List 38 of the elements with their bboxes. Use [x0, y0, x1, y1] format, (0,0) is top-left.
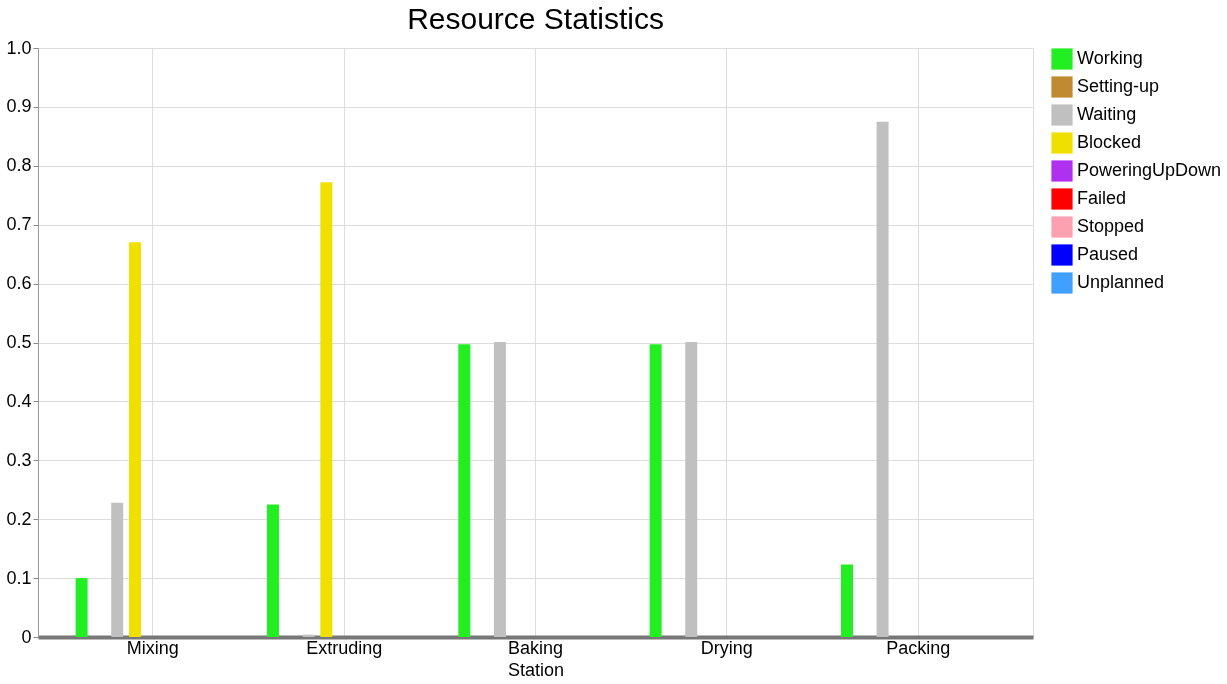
x-tick-label: Extruding	[306, 637, 383, 658]
x-tick-label: Baking	[507, 637, 564, 658]
bar	[840, 564, 853, 637]
y-tick-label: 0.3	[6, 449, 32, 470]
bar	[129, 242, 142, 637]
y-tick-label: 0.8	[6, 155, 32, 176]
bar	[320, 182, 333, 637]
bar	[685, 341, 698, 637]
bar	[876, 121, 889, 637]
y-tick-label: 0.9	[6, 96, 32, 117]
y-tick-label: 0	[21, 626, 32, 647]
legend-label: Paused	[1077, 244, 1139, 264]
legend-label: Unplanned	[1077, 272, 1165, 292]
legend-label: Working	[1077, 48, 1143, 68]
x-tick-label: Drying	[700, 637, 753, 658]
bar	[493, 341, 506, 637]
x-axis-title: Station	[507, 659, 565, 680]
bar	[649, 344, 662, 637]
bar	[75, 578, 88, 637]
bar	[111, 502, 124, 637]
y-tick-label: 0.5	[6, 332, 32, 352]
bar	[266, 504, 279, 637]
x-tick-label: Packing	[886, 637, 951, 658]
legend-label: Blocked	[1077, 132, 1142, 152]
y-tick-label: 0.4	[6, 390, 32, 411]
y-tick-label: 0.6	[6, 273, 32, 294]
chart-title: Resource Statistics	[407, 2, 664, 35]
y-tick-label: 0.7	[6, 214, 32, 235]
legend-label: Failed	[1077, 188, 1127, 208]
x-tick-label: Mixing	[126, 637, 179, 658]
legend-label: Waiting	[1077, 104, 1137, 124]
y-tick-label: 0.1	[6, 567, 32, 588]
y-tick-label: 0.2	[6, 508, 32, 529]
y-tick-label: 1.0	[6, 37, 32, 58]
bar	[458, 344, 471, 637]
legend-label: PoweringUpDown	[1077, 160, 1222, 180]
legend-label: Stopped	[1077, 216, 1145, 236]
legend-label: Setting-up	[1077, 76, 1160, 96]
